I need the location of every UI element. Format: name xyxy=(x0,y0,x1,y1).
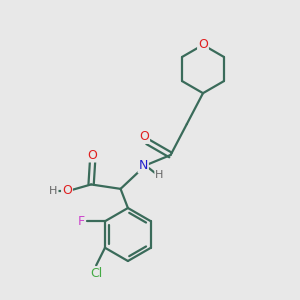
Text: H: H xyxy=(49,186,58,196)
Text: O: O xyxy=(198,38,208,51)
Text: O: O xyxy=(62,184,72,197)
Text: O: O xyxy=(88,148,98,161)
Text: Cl: Cl xyxy=(90,267,102,280)
Text: H: H xyxy=(155,170,164,180)
Text: N: N xyxy=(139,159,148,172)
Text: F: F xyxy=(77,215,84,228)
Text: O: O xyxy=(139,130,149,143)
